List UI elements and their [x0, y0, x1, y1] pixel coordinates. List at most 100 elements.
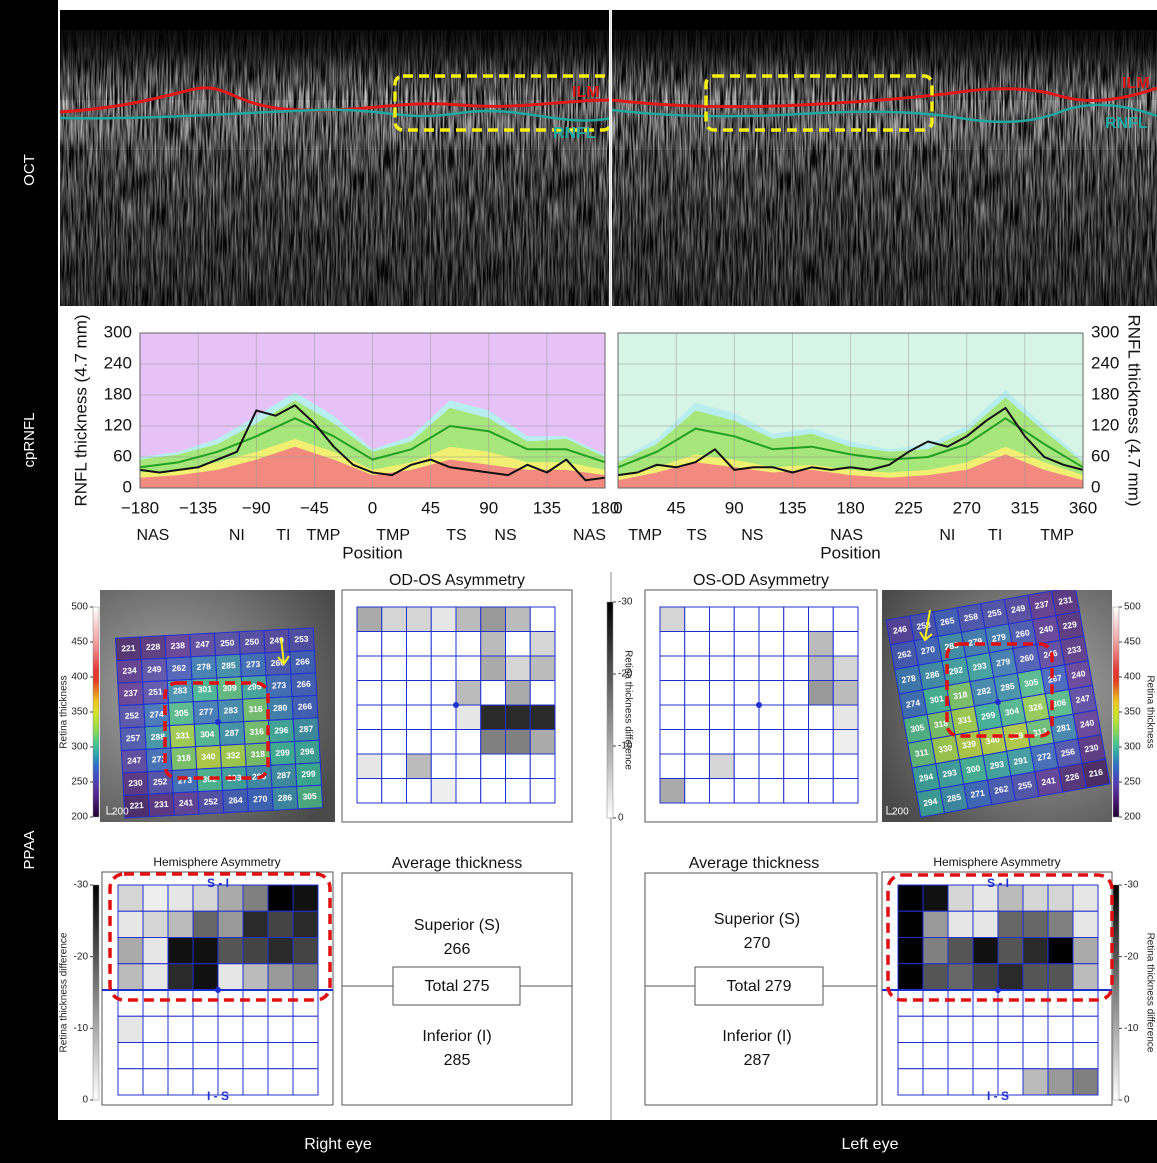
cell-value: 330: [937, 742, 953, 754]
cell-value: 318: [176, 752, 191, 763]
grid-cell: [1022, 1015, 1049, 1043]
grid-cell: [1022, 1042, 1049, 1070]
thickness-map: 221 228 238 247 250 250 249 253 234 249 262 278 285 2…: [114, 627, 324, 819]
x-tick-label: −90: [242, 498, 271, 517]
cell-value: 266: [296, 679, 311, 690]
colorbar-tick-label: 0: [618, 813, 624, 824]
data-line: [139, 404, 606, 482]
sector-label: TMP: [376, 527, 410, 544]
grid-cell: [356, 778, 383, 804]
highlight-box: [886, 873, 1114, 1002]
oct-image: ILM RNFL: [612, 10, 1157, 306]
cell-value: 266: [295, 656, 310, 667]
rnfl-line: [60, 108, 609, 122]
grid-cell: [480, 606, 506, 632]
sector-label: TS: [687, 527, 707, 544]
side-label: OCT: [21, 154, 38, 186]
cell-value: 262: [896, 648, 912, 660]
grid-cell: [733, 655, 760, 681]
total-text: Total 279: [727, 978, 792, 995]
cell-value: 249: [269, 635, 284, 646]
y-axis-label: RNFL thickness (4.7 mm): [71, 314, 90, 506]
y-tick-label: 300: [104, 322, 132, 341]
cell-value: 273: [246, 659, 261, 670]
x-tick-label: 45: [667, 498, 686, 517]
cell-value: 257: [126, 733, 141, 744]
grid-cell: [217, 884, 244, 912]
sector-label: TI: [988, 527, 1002, 544]
y-tick-label: 180: [104, 384, 132, 403]
colorbar-tick-label: 500: [71, 602, 88, 613]
avg-value: 266: [444, 941, 471, 958]
grid-cell: [217, 1015, 244, 1043]
grid-cell: [832, 704, 859, 730]
sector-label: NS: [741, 527, 763, 544]
grid-cell: [430, 680, 457, 706]
cell-value: 240: [1079, 717, 1095, 729]
grid-cell: [1022, 884, 1049, 912]
rnfl-line: [612, 103, 1157, 124]
grid-cell: [292, 1042, 319, 1070]
grid-cell: [832, 753, 859, 779]
plot-frame: [617, 332, 1084, 489]
colorbar-tick-label: -30: [1124, 880, 1139, 891]
avg-label: Total: [425, 978, 459, 995]
grid-cell: [684, 704, 710, 730]
sector-label: NAS: [830, 527, 863, 544]
cell-value: 318: [251, 749, 266, 760]
grid-cell: [192, 910, 219, 938]
grid-cell: [480, 704, 506, 730]
cell-value: 339: [961, 738, 977, 750]
grid-cell: [922, 1068, 949, 1096]
cell-value: 241: [1041, 775, 1057, 787]
grid-cell: [117, 937, 144, 965]
grid-cell: [356, 729, 383, 755]
grid-cell: [758, 680, 785, 706]
grid-cell: [292, 989, 319, 1017]
grid-cell: [972, 989, 999, 1017]
grid-cell: [381, 680, 407, 706]
cell-value: 287: [299, 724, 314, 735]
grid-cell: [1072, 1068, 1099, 1096]
grid-cell: [430, 631, 457, 657]
colorbar: [1112, 606, 1120, 818]
grid-cell: [192, 1042, 219, 1070]
colorbar-label: Retina thickness difference: [622, 650, 633, 770]
cell-value: 292: [948, 664, 964, 676]
grid-cell: [832, 729, 859, 755]
center-dot: [995, 987, 1001, 993]
grid-cell: [455, 778, 482, 804]
grid-cell: [709, 753, 735, 779]
grid-cell: [684, 606, 710, 632]
grid-cell: [430, 753, 457, 779]
colorbar-label: Retina thickness difference: [59, 932, 70, 1052]
grid-cell: [733, 704, 760, 730]
panel-title: Hemisphere Asymmetry: [153, 855, 280, 869]
x-tick-label: −135: [179, 498, 217, 517]
cell-value: 231: [1058, 594, 1074, 606]
colorbar-label: Retina thickness: [1144, 675, 1155, 748]
cell-value: 301: [198, 684, 213, 695]
cell-value: 272: [1036, 750, 1052, 762]
grid-cell: [897, 1042, 924, 1070]
cell-value: 274: [905, 697, 921, 709]
avg-value: 285: [444, 1052, 471, 1069]
cell-value: 331: [175, 730, 190, 741]
ilm-line: [612, 86, 1157, 109]
colorbar: [92, 884, 100, 1101]
grid-cell: [783, 778, 809, 804]
panel-title: OS-OD Asymmetry: [693, 572, 829, 589]
grid-cell: [142, 884, 169, 912]
cell-value: 247: [1075, 693, 1091, 705]
cell-value: 251: [148, 686, 163, 697]
x-tick-label: 0: [368, 498, 377, 517]
grid-cell: [167, 1042, 194, 1070]
grid-cell: [267, 937, 294, 965]
grid-cell: [167, 884, 194, 912]
grid-cell: [684, 778, 710, 804]
cell-value: 260: [271, 657, 286, 668]
grid-cell: [922, 963, 949, 991]
grid-cell: [455, 704, 482, 730]
grid-cell: [783, 606, 809, 632]
cell-value: 282: [976, 685, 992, 697]
